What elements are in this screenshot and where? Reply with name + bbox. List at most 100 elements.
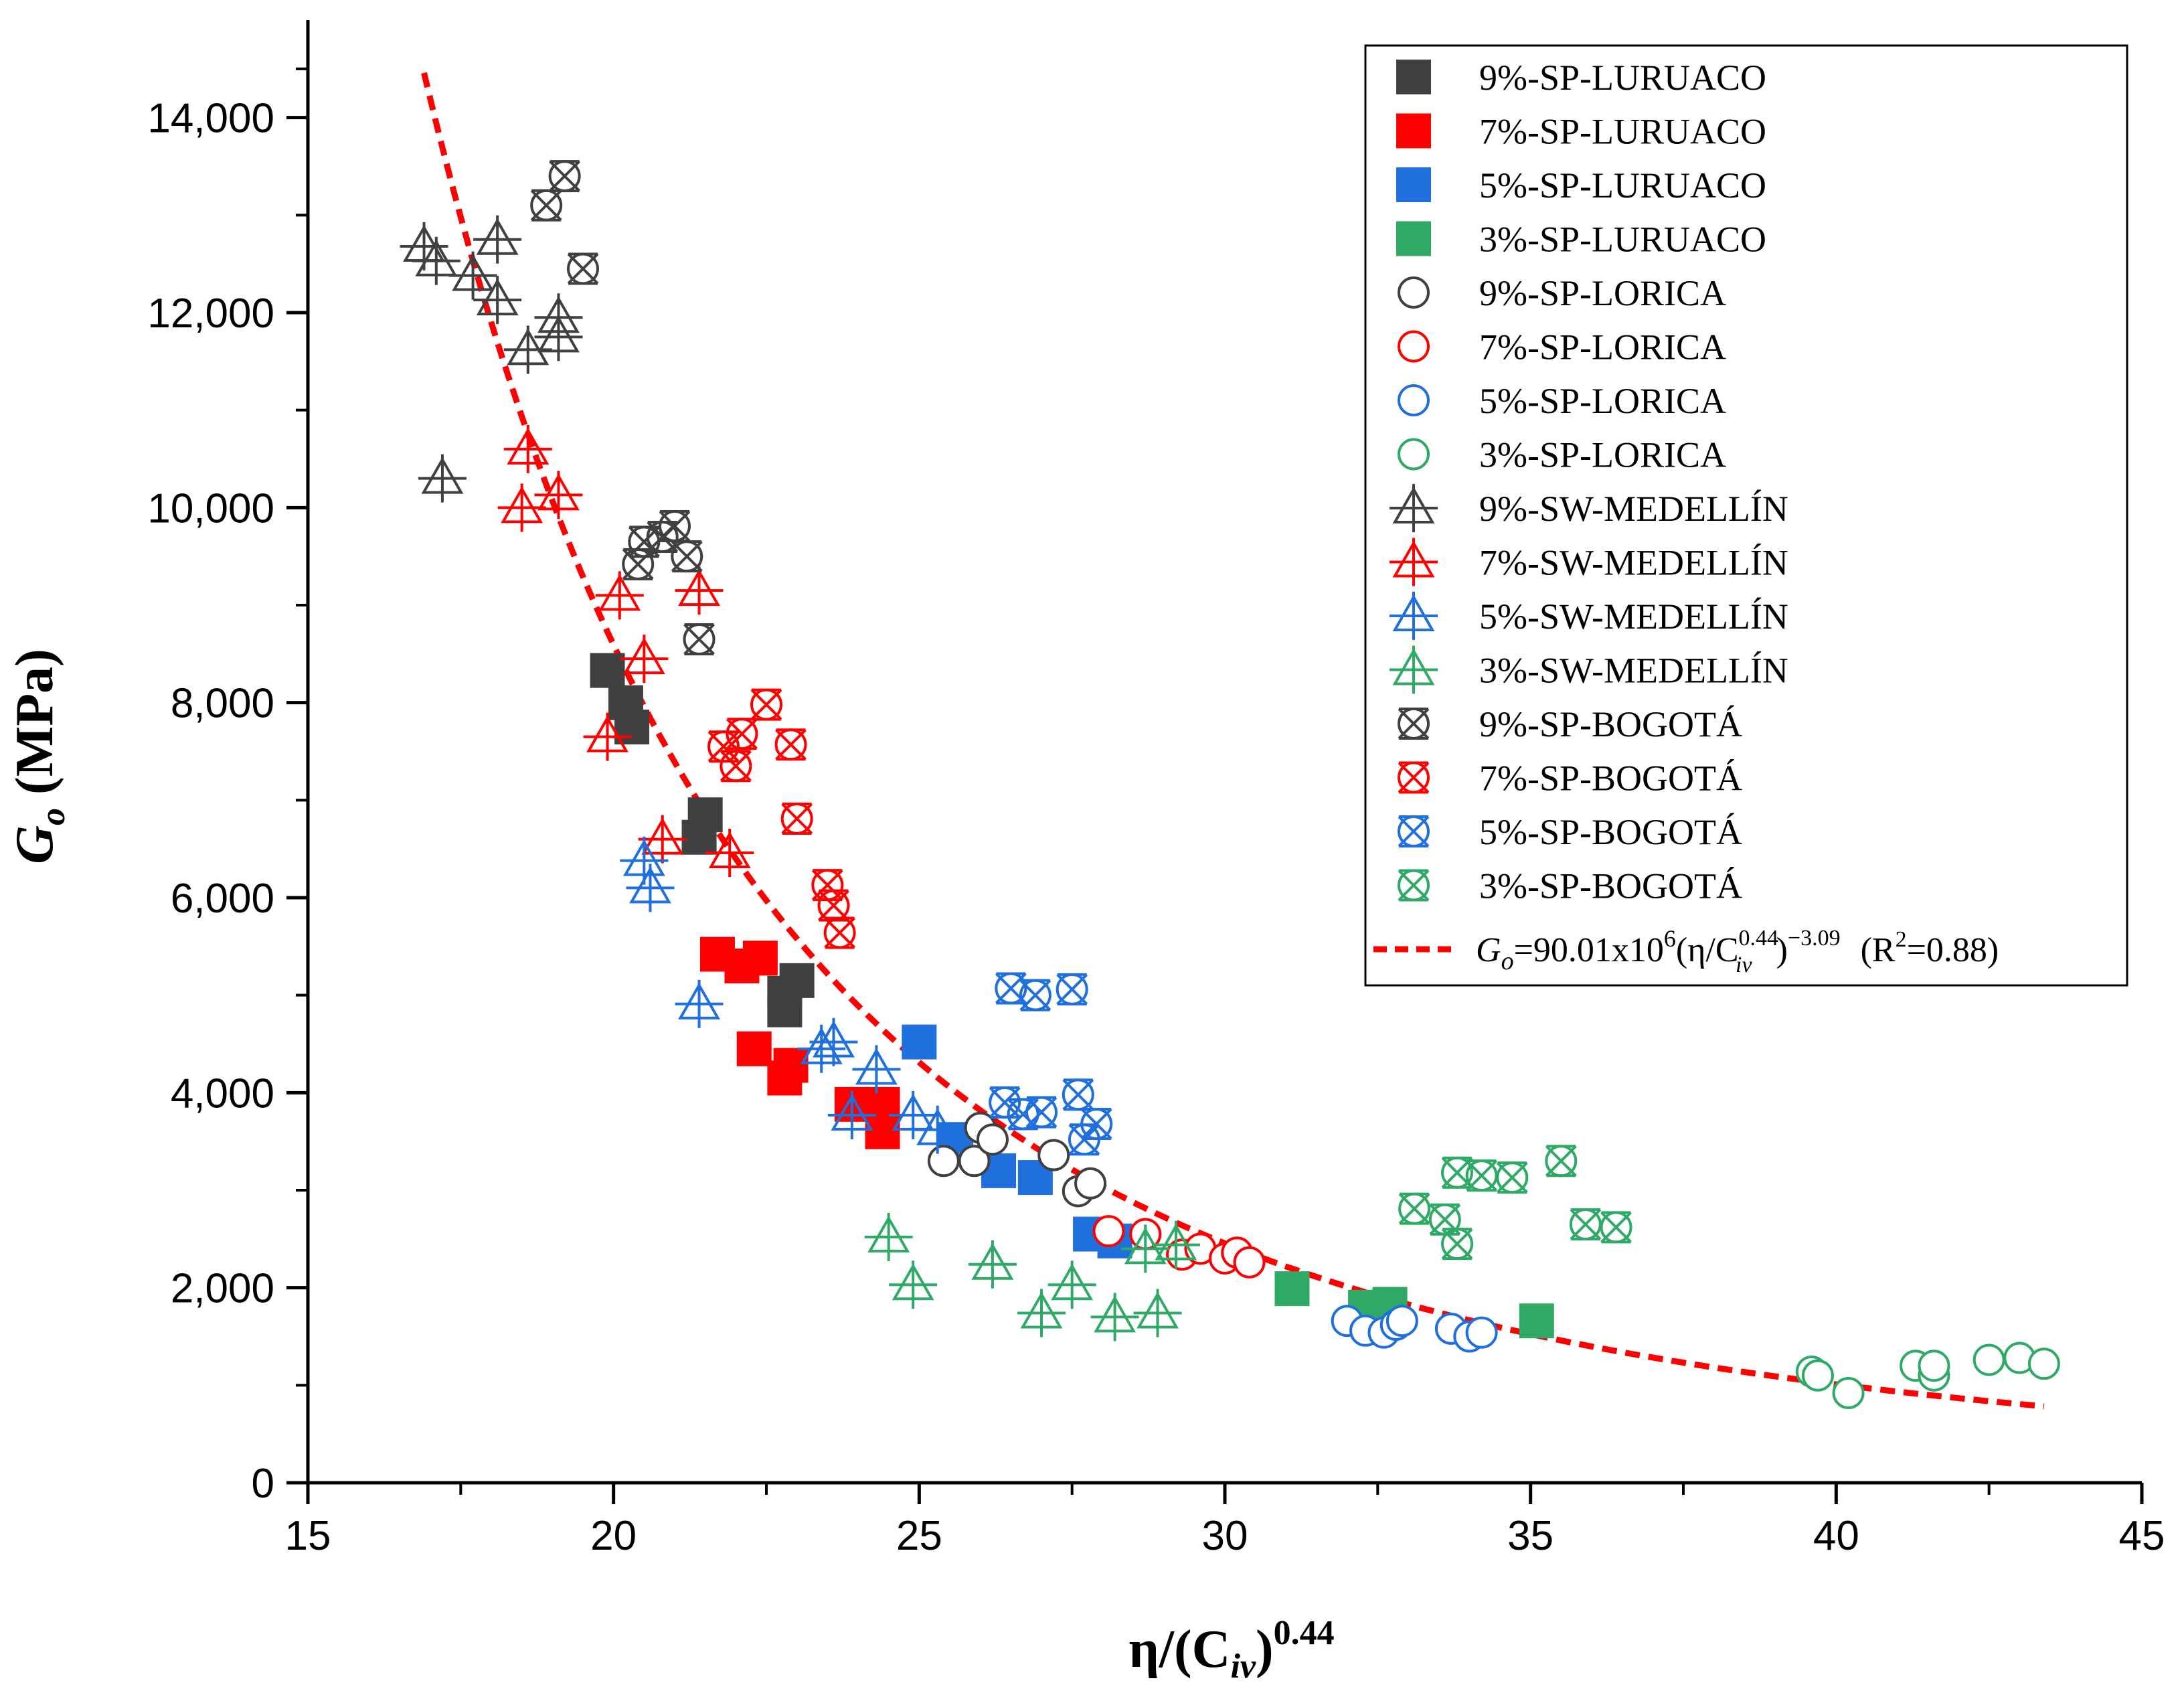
data-point — [497, 483, 546, 532]
legend-item: 3%-SW-MEDELLÍN — [1390, 645, 1788, 694]
fit-r2-value: =0.88) — [1907, 931, 1999, 969]
legend-label: 5%-SW-MEDELLÍN — [1479, 596, 1788, 637]
legend-marker — [1398, 330, 1430, 363]
legend-label: 7%-SP-LURUACO — [1479, 112, 1766, 152]
data-point — [1080, 1107, 1113, 1140]
data-point — [1465, 1316, 1498, 1349]
series-0 — [590, 653, 815, 1028]
x-tick-label: 45 — [2119, 1513, 2165, 1559]
data-point — [823, 916, 856, 949]
legend-item: 9%-SP-LORICA — [1398, 273, 1726, 313]
data-point — [614, 710, 650, 745]
data-point — [750, 688, 782, 721]
data-point — [1918, 1350, 1950, 1382]
data-point — [1545, 1145, 1578, 1177]
legend-marker — [1390, 645, 1438, 694]
series-14 — [989, 972, 1113, 1156]
fit-exp: −3.09 — [1788, 926, 1841, 951]
legend: 9%-SP-LURUACO 7%-SP-LURUACO 5%-SP-LURUACO 3… — [1364, 44, 2128, 987]
legend-label: 7%-SP-BOGOTÁ — [1479, 758, 1742, 799]
legend-marker — [1398, 869, 1430, 902]
data-point — [534, 293, 583, 342]
legend-item: 7%-SP-BOGOTÁ — [1398, 758, 1742, 799]
legend-item: 5%-SP-BOGOTÁ — [1398, 812, 1742, 852]
data-point — [797, 1024, 846, 1073]
data-point — [773, 1048, 809, 1083]
fit-curve — [421, 72, 2045, 1410]
y-tick-label: 0 — [252, 1461, 274, 1507]
data-point — [989, 1086, 1021, 1119]
ticks-group: 15 20 25 30 35 40 45 0 2,000 4,000 6,000 8,000 10,00… — [147, 67, 2165, 1559]
data-point — [473, 276, 522, 325]
data-point — [620, 635, 669, 683]
series-13 — [707, 688, 856, 949]
legend-item: 7%-SP-LORICA — [1398, 327, 1726, 368]
data-point — [1972, 1344, 2005, 1376]
legend-marker — [1390, 538, 1438, 586]
series-10 — [620, 836, 962, 1154]
legend-label: 3%-SP-LORICA — [1479, 435, 1726, 475]
data-point — [412, 236, 460, 285]
data-point — [1090, 1293, 1139, 1342]
data-point — [503, 424, 552, 473]
data-point — [958, 1145, 991, 1177]
data-point — [626, 864, 675, 912]
data-point — [448, 251, 497, 300]
data-point — [889, 1090, 938, 1139]
data-point — [1385, 1305, 1418, 1337]
legend-item: 3%-SP-LORICA — [1398, 435, 1726, 475]
data-point — [590, 653, 625, 688]
data-point — [736, 1031, 772, 1066]
y-tick-label: 6,000 — [171, 876, 274, 922]
fit-r2-prefix: (R — [1861, 931, 1896, 969]
data-point — [1274, 1271, 1310, 1307]
y-axis-title-sub: o — [34, 808, 72, 825]
x-axis-title-close: ) — [1256, 1620, 1274, 1679]
data-point — [418, 454, 467, 503]
data-point — [774, 728, 807, 761]
legend-label: 3%-SW-MEDELLÍN — [1479, 651, 1788, 691]
legend-marker — [1398, 708, 1430, 740]
legend-item: 5%-SW-MEDELLÍN — [1390, 592, 1788, 640]
y-tick-label: 4,000 — [171, 1070, 274, 1117]
data-point — [503, 325, 552, 374]
fit-curve-group — [421, 72, 2045, 1410]
series-8 — [400, 215, 583, 503]
data-point — [1133, 1289, 1182, 1337]
legend-label: 9%-SP-LURUACO — [1479, 58, 1766, 98]
legend-marker — [1396, 113, 1431, 149]
legend-label: 9%-SW-MEDELLÍN — [1479, 489, 1788, 529]
legend-marker — [1398, 815, 1430, 847]
fit-r2-sup: 2 — [1896, 927, 1907, 952]
x-tick-label: 30 — [1202, 1513, 1248, 1559]
y-tick-label: 8,000 — [171, 681, 274, 727]
data-point — [683, 623, 716, 655]
x-axis-title-main: η/(C — [1128, 1620, 1230, 1679]
x-axis-title-sub: iv — [1230, 1647, 1256, 1686]
series-2 — [902, 1024, 1132, 1258]
legend-fit-entry: Go=90.01x106(η/C0.44 iv)−3.09 (R2=0.88) — [1373, 925, 1999, 977]
data-point — [889, 1261, 938, 1309]
legend-label: 9%-SP-BOGOTÁ — [1479, 704, 1742, 744]
y-axis-title-main: G — [5, 825, 64, 864]
data-point — [675, 979, 724, 1028]
x-tick-label: 25 — [896, 1513, 942, 1559]
data-point — [548, 160, 581, 193]
data-point — [1017, 1289, 1066, 1337]
legend-label: 7%-SW-MEDELLÍN — [1479, 543, 1788, 583]
y-axis-title: Go (MPa) — [5, 649, 72, 864]
data-point — [671, 540, 703, 573]
data-point — [1465, 1159, 1498, 1192]
series-11 — [864, 1212, 1200, 1342]
data-point — [1037, 1139, 1070, 1171]
legend-label: 3%-SP-LURUACO — [1479, 220, 1766, 260]
data-point — [1074, 1167, 1107, 1200]
legend-label: 5%-SP-LORICA — [1479, 381, 1726, 421]
y-tick-label: 10,000 — [147, 485, 274, 532]
series-7 — [1795, 1342, 2060, 1409]
data-point — [567, 252, 599, 285]
data-point — [720, 750, 752, 783]
fit-c-sub: iv — [1736, 953, 1752, 977]
y-tick-label: 12,000 — [147, 291, 274, 337]
legend-item: 3%-SP-BOGOTÁ — [1398, 866, 1742, 906]
